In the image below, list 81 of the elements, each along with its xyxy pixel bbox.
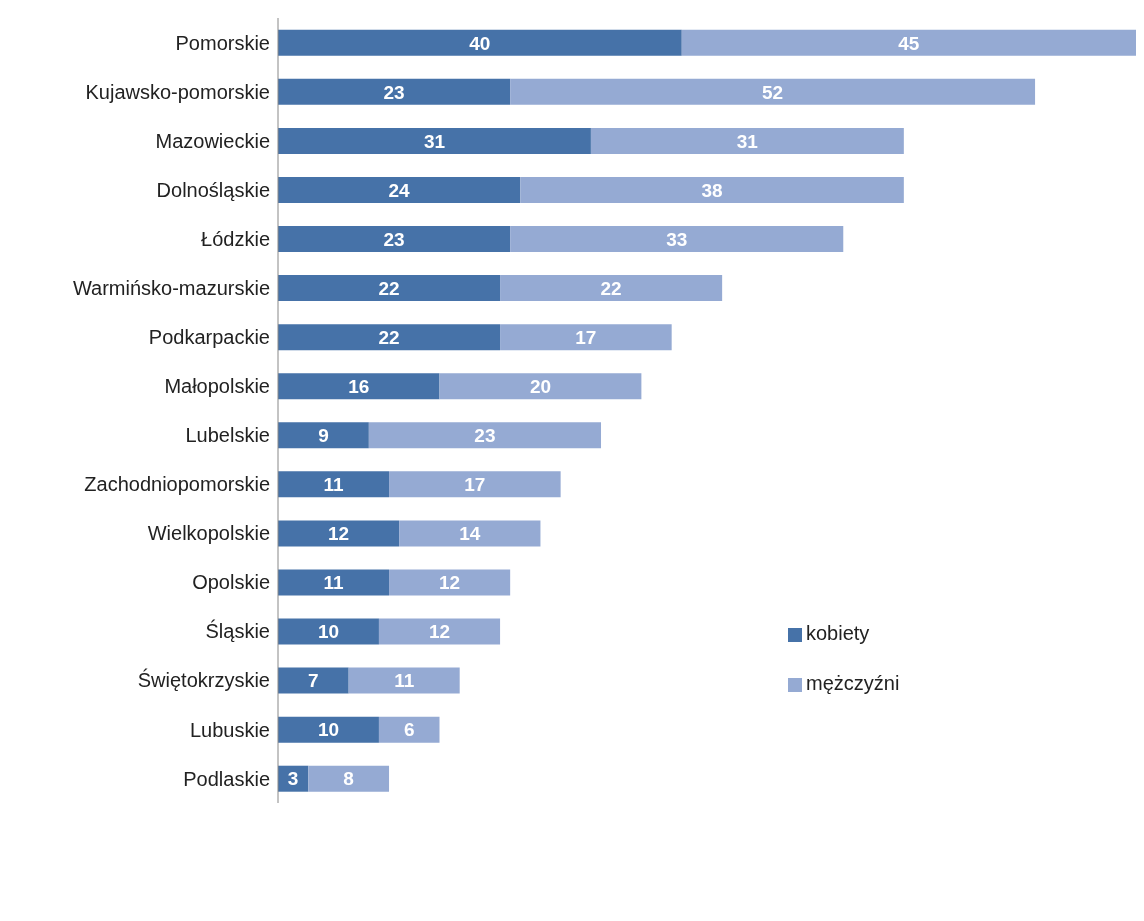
bar <box>681 29 1136 56</box>
data-label: 22 <box>378 277 400 299</box>
data-label: 11 <box>394 670 415 692</box>
y-tick-label: Mazowieckie <box>155 129 270 152</box>
data-label: 20 <box>529 375 552 397</box>
bar <box>278 716 379 743</box>
bar <box>439 373 642 400</box>
y-tick-label: Opolskie <box>192 571 270 594</box>
data-label: 12 <box>428 621 451 643</box>
bar <box>378 716 440 743</box>
bar <box>278 226 511 253</box>
bar <box>368 422 602 449</box>
bar <box>278 324 501 351</box>
bar <box>278 78 511 105</box>
bar <box>278 176 521 203</box>
bar <box>378 618 501 645</box>
bar <box>278 667 349 694</box>
y-tick-label: Dolnośląskie <box>156 178 270 201</box>
data-label: 31 <box>736 130 759 152</box>
data-label: 12 <box>327 523 350 545</box>
y-tick-label: Kujawsko-pomorskie <box>85 80 270 103</box>
data-label: 10 <box>317 621 340 643</box>
data-label: 22 <box>600 277 622 299</box>
data-label: 16 <box>348 375 370 397</box>
y-tick-label: Łódzkie <box>201 227 270 250</box>
data-label: 23 <box>383 81 405 103</box>
bar <box>500 324 672 351</box>
y-tick-label: Podkarpackie <box>148 326 270 349</box>
data-label: 10 <box>317 719 340 741</box>
data-label: 17 <box>464 474 486 496</box>
bar <box>500 275 723 302</box>
data-label: 9 <box>318 425 329 447</box>
bar <box>278 373 440 400</box>
bar <box>278 471 390 498</box>
data-label: 14 <box>459 523 481 545</box>
data-label: 11 <box>323 572 344 594</box>
data-label: 23 <box>474 425 496 447</box>
bar <box>520 176 904 203</box>
bar <box>278 275 501 302</box>
legend-label: kobiety <box>806 622 870 644</box>
data-label: 6 <box>403 719 415 741</box>
legend-label: mężczyźni <box>806 672 900 694</box>
data-label: 52 <box>762 81 784 103</box>
data-label: 3 <box>287 768 299 790</box>
bar <box>510 226 844 253</box>
data-label: 40 <box>469 32 491 54</box>
y-tick-label: Lubelskie <box>185 424 270 447</box>
y-tick-label: Podlaskie <box>183 767 270 790</box>
bar <box>389 569 511 596</box>
bar <box>399 520 541 547</box>
bar <box>348 667 460 694</box>
y-tick-label: Wielkopolskie <box>147 522 270 545</box>
data-label: 45 <box>898 32 920 54</box>
bar <box>278 618 379 645</box>
y-tick-label: Pomorskie <box>175 31 270 54</box>
data-label: 38 <box>701 179 723 201</box>
data-label: 12 <box>439 572 461 594</box>
y-tick-label: Małopolskie <box>164 375 270 398</box>
bar <box>278 520 400 547</box>
bar <box>278 569 390 596</box>
bar <box>308 765 390 792</box>
data-label: 31 <box>423 130 446 152</box>
bar <box>510 78 1036 105</box>
y-tick-label: Lubuskie <box>189 718 270 741</box>
bar <box>278 127 591 154</box>
data-label: 23 <box>383 228 405 250</box>
bar <box>278 29 682 56</box>
y-tick-label: Śląskie <box>205 619 270 643</box>
bar <box>389 471 561 498</box>
y-tick-label: Świętokrzyskie <box>137 668 270 692</box>
bar <box>278 422 369 449</box>
data-label: 11 <box>323 474 344 496</box>
data-label: 33 <box>666 228 688 250</box>
bar <box>590 127 904 154</box>
data-label: 22 <box>378 326 400 348</box>
data-label: 24 <box>388 179 411 201</box>
data-label: 7 <box>308 670 319 692</box>
data-label: 17 <box>575 326 597 348</box>
data-label: 8 <box>343 768 354 790</box>
y-tick-label: Warmińsko-mazurskie <box>72 276 270 299</box>
y-tick-label: Zachodniopomorskie <box>84 473 270 496</box>
